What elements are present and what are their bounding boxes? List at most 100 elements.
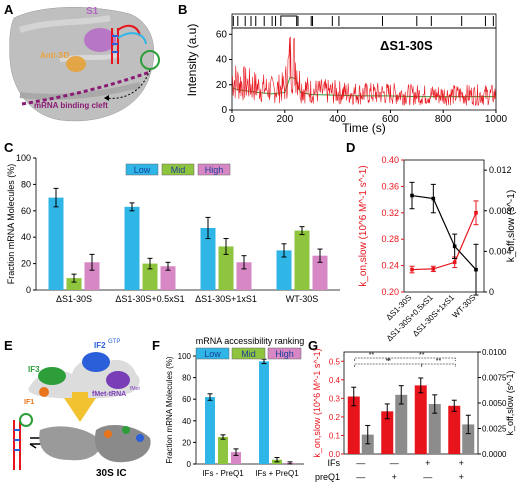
- condition-preq: +: [459, 472, 464, 482]
- x-tick-label: 1000: [485, 114, 508, 125]
- legend-swatch-high: [267, 347, 302, 360]
- plot-frame-d: [403, 159, 485, 293]
- series-line-kon: [411, 212, 477, 271]
- y-left-tick-label: 0.32: [381, 208, 399, 218]
- y-tick-label: 40: [21, 232, 31, 242]
- y-tick-label: 20: [21, 259, 31, 269]
- legend-swatch-mid: [161, 163, 195, 176]
- x-tick-label: 600: [382, 114, 399, 125]
- y-left-tick-label: 0.20: [381, 287, 399, 297]
- condition-ifs: +: [459, 458, 464, 468]
- bar-mid-2: [218, 246, 234, 290]
- x-tick-label: 400: [329, 114, 346, 125]
- bar-low-2: [200, 227, 216, 290]
- y-ticks-b: 0 20 40 60: [216, 29, 232, 116]
- x-tick-label: 0: [229, 114, 235, 125]
- y-right-label: k_off,slow (s^-1): [506, 190, 517, 262]
- y-tick-label: 20: [182, 438, 191, 447]
- bar-mid-0: [218, 437, 228, 464]
- panel-letter-d: D: [346, 140, 356, 155]
- y-left-tick-label: 0.0: [329, 450, 341, 459]
- bar-mid-1: [142, 263, 158, 290]
- y-left-tick-label: 0.4: [329, 376, 341, 385]
- y-tick-label: 100: [16, 153, 31, 163]
- bar-left-0: [347, 396, 360, 454]
- annotation-b: ΔS1-30S: [380, 38, 433, 53]
- if2-shape: [82, 352, 110, 372]
- label-if3: IF3: [28, 365, 40, 374]
- bar-right-2: [428, 404, 441, 454]
- y-right-tick-label: 0.0075: [482, 374, 507, 383]
- y-right-tick-label: 0.004: [489, 246, 512, 256]
- y-left-label: k_on,slow (10^6 M^-1 s^-1): [358, 165, 369, 286]
- y-left-tick-label: 0.28: [381, 234, 399, 244]
- y-right-tick-label: 0: [489, 287, 494, 297]
- significance-bracket-1: [354, 363, 423, 367]
- series-line-koff: [411, 194, 477, 271]
- y-right-tick-label: 0.0025: [482, 425, 507, 434]
- category-label: WT-30S: [451, 293, 478, 320]
- caption-f: mRNA accessibility ranking: [196, 336, 305, 346]
- y-left-tick-label: 0.1: [329, 431, 341, 440]
- legend-swatch-high: [197, 163, 231, 176]
- y-left-tick-label: 0.40: [381, 155, 399, 165]
- bar-low-3: [276, 250, 292, 290]
- bar-right-0: [361, 434, 374, 454]
- ylabel-b: Intensity (a.u): [185, 24, 199, 97]
- bar-high-1: [160, 266, 176, 290]
- panel-a-illustration: S1 Anti-SD mRNA binding cleft: [9, 6, 160, 122]
- data-point-left-0: [410, 267, 414, 272]
- category-label: ΔS1-30S+0.5xS1: [115, 294, 184, 304]
- state-segment-0: [280, 15, 298, 26]
- y-tick-label: 80: [182, 374, 191, 383]
- y-axis-label: Fraction mRNA Molecules (%): [165, 356, 174, 463]
- panel-letter-e: E: [4, 338, 13, 353]
- condition-preq: +: [392, 472, 397, 482]
- mrna-cleft-line: [21, 70, 151, 106]
- x-tick-label: 200: [276, 114, 293, 125]
- chart-c: 0 20 40 60 80 100 ΔS1-30S ΔS1-30S+0.5xS1 ΔS1-30S…: [6, 153, 340, 304]
- label-30s-ic: 30S IC: [96, 468, 127, 479]
- y-tick-label: 40: [216, 55, 228, 66]
- data-point-right-1: [431, 196, 436, 201]
- chart-f: mRNA accessibility ranking 0 20 40 60 80 100 I…: [165, 336, 304, 478]
- y-left-tick-label: 0.36: [381, 181, 399, 191]
- label-fmet-trna: fMet-tRNA: [92, 391, 126, 398]
- y-tick-label: 0: [221, 105, 227, 116]
- row-label-preq: preQ1: [315, 472, 340, 482]
- bar-high-2: [236, 262, 252, 290]
- y-right-tick-label: 0.0000: [482, 450, 507, 459]
- chart-g: 0.0 0.1 0.2 0.3 0.4 0.5 0.0000 0.0025 0.0050 0.00…: [312, 348, 515, 482]
- bar-right-1: [395, 394, 408, 454]
- data-point-left-3: [474, 211, 478, 215]
- if1-shape: [39, 387, 49, 397]
- y-right-tick-label: 0.0050: [482, 399, 507, 408]
- bar-high-0: [231, 452, 241, 464]
- bar-right-3: [462, 424, 475, 454]
- bar-mid-3: [294, 230, 310, 290]
- data-point-left-2: [452, 260, 457, 265]
- mrna-loop: [140, 50, 160, 70]
- legend-swatch-low: [125, 163, 159, 176]
- trace-line: [231, 36, 497, 106]
- y-left-tick-label: 0.5: [329, 357, 341, 366]
- category-label: WT-30S: [286, 294, 319, 304]
- bar-low-1: [259, 361, 269, 464]
- legend-swatch-mid: [231, 347, 266, 360]
- y-tick-label: 60: [182, 395, 191, 404]
- category-label: IFs - PreQ1: [202, 469, 244, 478]
- y-left-tick-label: 0.2: [329, 413, 341, 422]
- label-fmet-superscript: fMet: [130, 386, 140, 392]
- y-left-label: k_on,slow (10^6 M^-1 s^-1): [312, 348, 322, 457]
- bar-high-0: [84, 262, 100, 290]
- condition-preq: —: [423, 472, 432, 482]
- bar-low-0: [48, 197, 64, 290]
- y-right-tick-label: 0.008: [489, 206, 512, 216]
- y-tick-label: 60: [216, 29, 228, 40]
- legend-label-high: High: [205, 165, 224, 175]
- bar-high-3: [312, 255, 328, 290]
- significance-label-1: **: [386, 358, 392, 365]
- condition-preq: —: [356, 472, 365, 482]
- category-label: IFs + PreQ1: [255, 469, 299, 478]
